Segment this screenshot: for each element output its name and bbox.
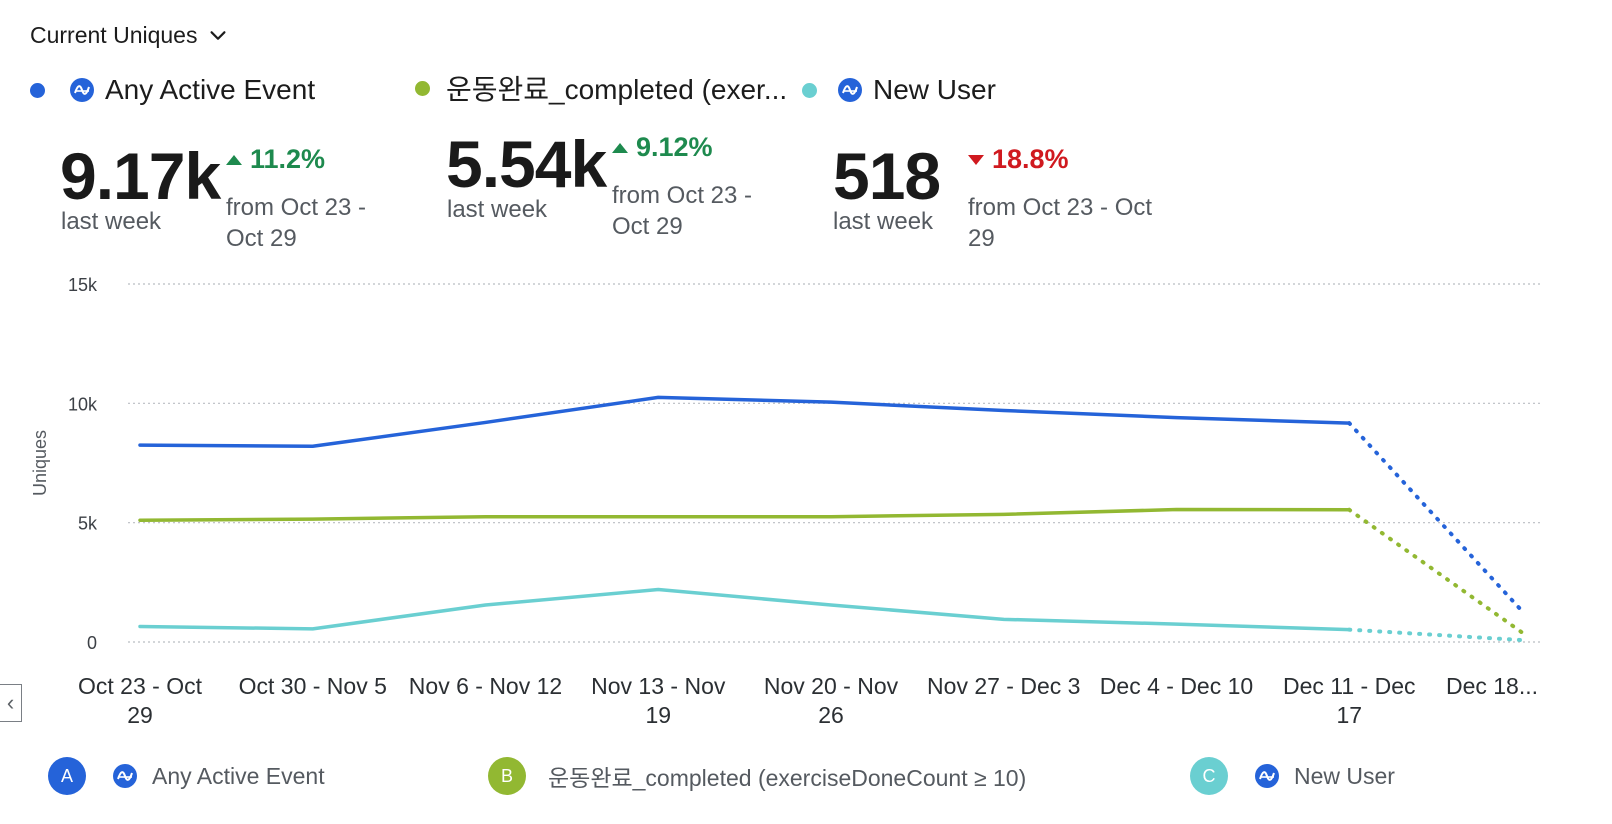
series-incomplete-line-a xyxy=(1347,421,1524,613)
kpi-range-line: from Oct 23 - xyxy=(612,182,753,209)
series-badge: C xyxy=(1190,757,1228,795)
metric-dropdown-label: Current Uniques xyxy=(30,22,198,48)
x-tick-label: 19 xyxy=(645,702,671,728)
bottom-legend-label: New User xyxy=(1294,762,1395,789)
kpi-change-value: 9.12% xyxy=(636,132,713,162)
series-badge: B xyxy=(488,757,526,795)
arrow-down-icon xyxy=(968,154,984,165)
x-tick-label: Dec 4 - Dec 10 xyxy=(1100,673,1253,699)
x-tick-label: Nov 13 - Nov xyxy=(591,673,726,699)
amplitude-icon xyxy=(838,78,862,102)
series-line-b xyxy=(138,507,1351,523)
bottom-legend-label: Any Active Event xyxy=(152,762,325,789)
legend-item-any-active-event[interactable]: Any Active Event xyxy=(30,74,315,106)
amplitude-icon xyxy=(113,764,137,788)
kpi-change-any-active-event: 11.2% xyxy=(226,144,325,175)
legend-label: Any Active Event xyxy=(105,74,316,105)
kpi-change-value: 18.8% xyxy=(992,144,1069,174)
series-badge: A xyxy=(48,757,86,795)
x-tick-label: Dec 11 - Dec xyxy=(1283,673,1416,699)
y-tick-label: 10k xyxy=(68,394,98,414)
y-tick-label: 15k xyxy=(68,275,98,295)
series-line-c xyxy=(138,587,1351,632)
kpi-range: from Oct 23 - Oct 29 xyxy=(612,180,752,242)
x-tick-label: Oct 30 - Nov 5 xyxy=(239,673,387,699)
arrow-up-icon xyxy=(226,154,242,165)
x-tick-label: 29 xyxy=(127,702,153,728)
x-tick-label: Nov 6 - Nov 12 xyxy=(409,673,562,699)
kpi-range-line: from Oct 23 - Oct xyxy=(968,194,1153,221)
x-tick-label: 26 xyxy=(818,702,844,728)
y-tick-label: 0 xyxy=(87,633,97,653)
bottom-legend-label: 운동완료_completed (exerciseDoneCount ≥ 10) xyxy=(548,765,1027,791)
y-tick-label: 5k xyxy=(78,514,98,534)
kpi-value-any-active-event: 9.17k xyxy=(60,139,221,213)
kpi-change-new-user: 18.8% xyxy=(968,144,1069,175)
chevron-down-icon xyxy=(210,30,226,40)
scroll-left-button[interactable]: ‹ xyxy=(0,684,22,722)
kpi-change-exercise-completed: 9.12% xyxy=(612,132,713,163)
kpi-period-label: last week xyxy=(447,196,548,223)
x-tick-label: Dec 18... xyxy=(1446,673,1538,699)
x-tick-label: 17 xyxy=(1336,702,1362,728)
kpi-period-label: last week xyxy=(61,208,162,235)
x-tick-label: Nov 20 - Nov xyxy=(764,673,899,699)
kpi-range-line: from Oct 23 - xyxy=(226,194,367,221)
series-color-dot xyxy=(802,82,817,98)
kpi-range-line: Oct 29 xyxy=(612,213,683,240)
bottom-legend-item-b[interactable]: B 운동완료_completed (exerciseDoneCount ≥ 10… xyxy=(488,757,1026,795)
bottom-legend-item-c[interactable]: C New User xyxy=(1190,757,1395,795)
kpi-range-line: Oct 29 xyxy=(226,225,297,252)
kpi-value-exercise-completed: 5.54k xyxy=(446,127,607,201)
kpi-change-value: 11.2% xyxy=(250,144,326,174)
legend-label: New User xyxy=(873,74,996,105)
metric-dropdown[interactable]: Current Uniques xyxy=(30,22,229,49)
series-line-a xyxy=(138,395,1351,449)
kpi-range-line: 29 xyxy=(968,225,995,252)
legend-item-exercise-completed[interactable]: 운동완료_completed (exer... xyxy=(415,68,787,108)
arrow-up-icon xyxy=(612,142,628,153)
legend-item-new-user[interactable]: New User xyxy=(802,74,996,106)
series-color-dot xyxy=(30,82,45,98)
line-chart: 0 5k 10k 15k Uniques Oct 23 - Oct 29 Oct 30 - N… xyxy=(30,275,1542,728)
kpi-period-label: last week xyxy=(833,208,934,235)
bottom-legend-item-a[interactable]: A Any Active Event xyxy=(48,757,325,795)
legend-label: 운동완료_completed (exer... xyxy=(446,74,788,105)
series-incomplete-line-c xyxy=(1347,627,1524,643)
amplitude-icon xyxy=(70,78,94,102)
kpi-value-new-user: 518 xyxy=(833,139,941,213)
y-axis-label: Uniques xyxy=(30,430,50,496)
x-tick-label: Oct 23 - Oct xyxy=(78,673,203,699)
series-color-dot xyxy=(415,80,430,96)
chevron-left-icon: ‹ xyxy=(6,690,15,715)
x-tick-label: Nov 27 - Dec 3 xyxy=(927,673,1080,699)
kpi-range: from Oct 23 - Oct 29 xyxy=(226,192,366,254)
series-incomplete-line-b xyxy=(1347,507,1524,635)
amplitude-icon xyxy=(1255,764,1279,788)
kpi-range: from Oct 23 - Oct 29 xyxy=(968,192,1152,254)
